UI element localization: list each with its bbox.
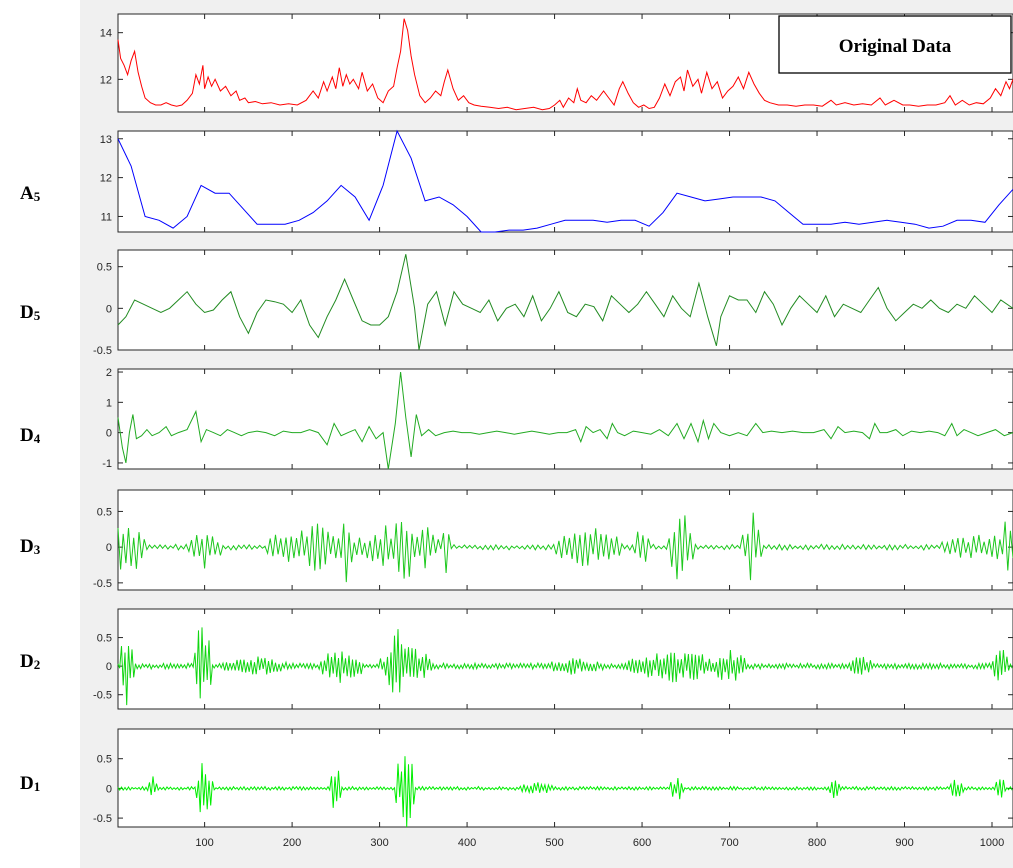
plot-area-d3 [117, 489, 1013, 591]
y-tick-label: 1 [106, 397, 112, 409]
y-tick-label: -0.5 [93, 345, 112, 357]
y-tick-label: 0 [106, 542, 112, 554]
series-line-d2 [117, 627, 1013, 706]
plot-area-d4 [117, 368, 1013, 470]
y-tick-label: -0.5 [93, 690, 112, 702]
panel-label-d2: D2 [20, 651, 40, 672]
panel-original-data: 12 14 Original Data [100, 13, 1013, 113]
y-tick-label: 0 [106, 661, 112, 673]
plot-area-a5 [117, 130, 1013, 233]
x-tick-label: 900 [895, 837, 913, 849]
y-ticks-d2: -0.5 0 0.5 [93, 633, 1013, 702]
legend-original-data: Original Data [778, 15, 1012, 74]
legend-text: Original Data [839, 36, 952, 57]
y-ticks-d1: -0.5 0 0.5 [93, 754, 1013, 825]
panel-label-d5: D5 [20, 302, 41, 323]
y-tick-label: 12 [100, 74, 112, 86]
x-tick-label: 300 [370, 837, 388, 849]
y-tick-label: 2 [106, 367, 112, 379]
series-line-d1 [117, 756, 1013, 828]
y-tick-label: 0.5 [97, 754, 112, 766]
plot-area-d1 [117, 728, 1013, 828]
panel-label-d4: D4 [20, 425, 41, 446]
y-tick-label: 0.5 [97, 262, 112, 274]
x-axis-tick-labels: 100 200 300 400 500 600 700 800 900 1000 [195, 837, 1004, 849]
y-tick-label: -0.5 [93, 578, 112, 590]
x-tick-label: 700 [720, 837, 738, 849]
series-line-d5 [117, 254, 1013, 351]
panel-d3: -0.5 0 0.5 D3 [20, 489, 1013, 591]
y-ticks-d5: -0.5 0 0.5 [93, 262, 1013, 357]
y-ticks-a5: 11 12 13 [100, 134, 1013, 223]
series-line-original [117, 18, 1013, 111]
x-tick-label: 100 [195, 837, 213, 849]
panel-d1: -0.5 0 0.5 D1 [20, 728, 1013, 828]
y-ticks-d4: -1 0 1 2 [102, 367, 1013, 470]
panel-d4: -1 0 1 2 D4 [20, 367, 1013, 470]
y-tick-label: 12 [100, 173, 112, 185]
y-tick-label: 0.5 [97, 506, 112, 518]
legend-box [778, 15, 1012, 74]
panel-label-d3: D3 [20, 536, 41, 557]
panel-d5: -0.5 0 0.5 D5 [20, 249, 1013, 357]
panel-label-d1: D1 [20, 773, 40, 794]
y-ticks-d3: -0.5 0 0.5 [93, 506, 1013, 590]
y-tick-label: 0 [106, 783, 112, 795]
y-ticks-original: 12 14 [100, 28, 1013, 86]
x-tick-label: 800 [808, 837, 826, 849]
x-ticks-d3 [204, 490, 993, 590]
x-tick-label: 600 [633, 837, 651, 849]
series-line-d4 [117, 371, 1013, 470]
x-tick-label: 500 [545, 837, 563, 849]
x-ticks-d2 [204, 609, 993, 709]
x-tick-label: 1000 [980, 837, 1004, 849]
y-tick-label: 14 [100, 28, 112, 40]
y-tick-label: 0 [106, 428, 112, 440]
y-tick-label: -1 [102, 458, 112, 470]
y-tick-label: 13 [100, 134, 112, 146]
x-tick-label: 200 [283, 837, 301, 849]
series-line-a5 [117, 129, 1013, 233]
x-ticks-a5 [204, 131, 993, 232]
y-tick-label: 0 [106, 303, 112, 315]
y-tick-label: -0.5 [93, 813, 112, 825]
panel-label-a5: A5 [20, 183, 41, 204]
plot-area-d2 [117, 608, 1013, 710]
plot-area-d5 [117, 249, 1013, 351]
panel-d2: -0.5 0 0.5 D2 [20, 608, 1013, 710]
y-tick-label: 0.5 [97, 633, 112, 645]
x-ticks-d4 [204, 369, 993, 469]
y-tick-label: 11 [101, 211, 112, 223]
x-ticks-d1 [204, 729, 993, 827]
x-tick-label: 400 [458, 837, 476, 849]
x-ticks-d5 [204, 250, 993, 350]
series-line-d3 [117, 512, 1013, 583]
panel-a5: 11 12 13 A5 [20, 129, 1013, 233]
